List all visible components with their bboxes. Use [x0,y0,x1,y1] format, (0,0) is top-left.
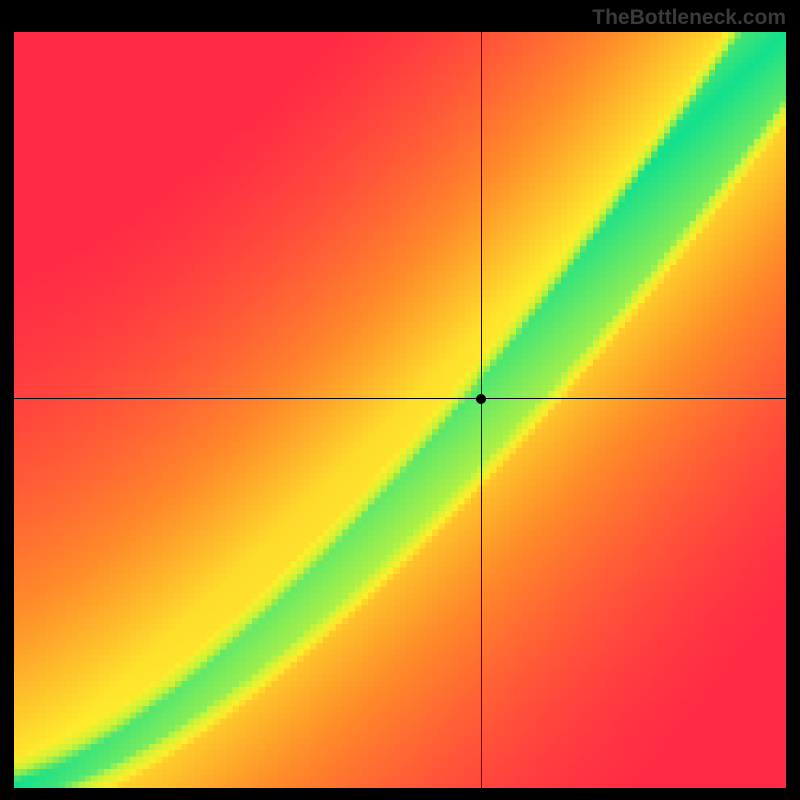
crosshair-horizontal [14,398,786,399]
bottleneck-heatmap [14,32,786,788]
crosshair-vertical [481,32,482,788]
crosshair-marker [476,394,486,404]
heatmap-canvas [14,32,786,788]
watermark-text: TheBottleneck.com [592,6,786,30]
